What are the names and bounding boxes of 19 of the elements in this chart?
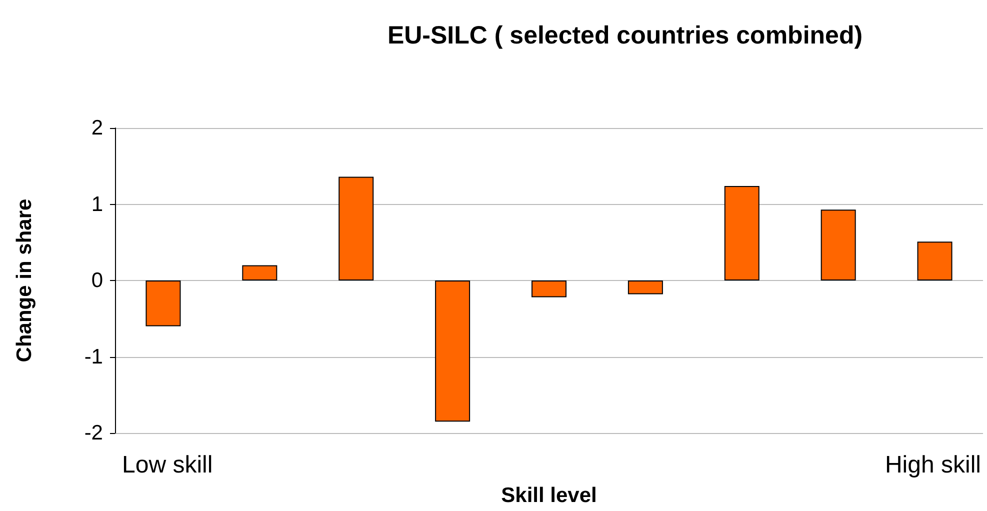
bar [628, 280, 663, 294]
y-tick-label: -2 [84, 422, 103, 444]
bar [146, 280, 181, 326]
bar [917, 242, 952, 280]
bar [435, 280, 470, 422]
y-axis-title: Change in share [13, 198, 36, 362]
bar [338, 176, 374, 280]
text: High skill [884, 452, 982, 478]
chart-title: EU-SILC ( selected countries combined) [387, 22, 863, 50]
bar [820, 210, 856, 280]
text: Low skill [122, 452, 213, 478]
y-tick-label: 2 [91, 116, 103, 140]
bar [532, 280, 566, 298]
y-tick-label: 0 [91, 269, 103, 292]
bar [724, 186, 760, 280]
y-tick-label: 1 [91, 192, 103, 216]
bar [242, 265, 278, 280]
x-axis-title: Skill level [501, 484, 597, 507]
y-tick-label: -1 [84, 345, 103, 368]
